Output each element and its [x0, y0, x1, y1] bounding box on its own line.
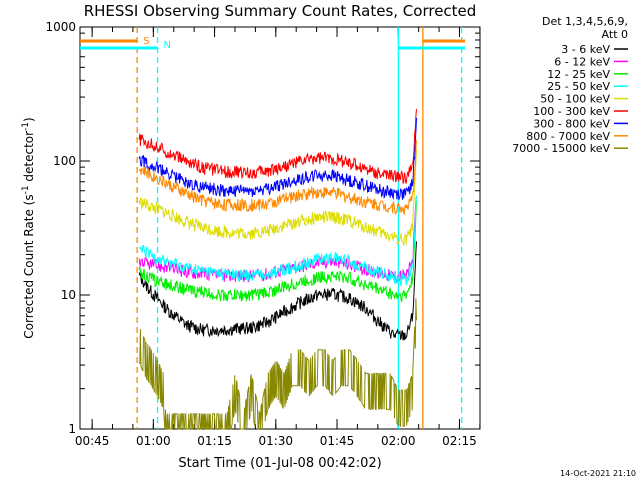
event-marker-label: N [164, 40, 171, 51]
y-tick-label: 1 [68, 422, 76, 436]
series-1 [138, 241, 417, 341]
legend-entry-label: 7000 - 15000 keV [512, 142, 610, 155]
legend-entry-label: 3 - 6 keV [561, 43, 610, 56]
series-6 [138, 108, 417, 185]
series-line [138, 117, 417, 201]
series-8 [138, 140, 417, 215]
legend-header-line2: Att 0 [602, 28, 628, 41]
series-9 [138, 298, 417, 430]
x-tick-label: 02:00 [381, 434, 416, 448]
y-tick-label: 1000 [45, 20, 76, 34]
y-axis-label: Corrected Count Rate (s-1 detector-1) [21, 117, 36, 338]
series-5 [138, 148, 417, 246]
legend-entry-label: 6 - 12 keV [554, 55, 610, 68]
legend-entry-label: 800 - 7000 keV [526, 130, 610, 143]
x-tick-label: 01:15 [197, 434, 232, 448]
series-line [138, 108, 417, 185]
legend-entry-label: 50 - 100 keV [540, 93, 610, 106]
series-7 [138, 117, 417, 201]
legend-entry-label: 300 - 800 keV [533, 117, 610, 130]
y-tick-label: 100 [53, 154, 76, 168]
series-line [138, 200, 417, 303]
x-tick-label: 00:45 [75, 434, 110, 448]
series-4 [139, 195, 417, 287]
legend-header-line1: Det 1,3,4,5,6,9, [542, 15, 628, 28]
legend-entry-label: 25 - 50 keV [547, 80, 610, 93]
plot-frame [79, 26, 481, 430]
series-line [139, 195, 417, 287]
x-axis-label: Start Time (01-Jul-08 00:42:02) [178, 456, 381, 471]
series-line [138, 140, 417, 215]
x-tick-label: 01:45 [320, 434, 355, 448]
event-marker-label: S [143, 36, 149, 47]
x-tick-label: 02:15 [442, 434, 477, 448]
series-line [138, 298, 417, 430]
y-tick-label: 10 [61, 288, 76, 302]
footer-timestamp: 14-Oct-2021 21:10 [560, 469, 636, 478]
legend-entry-label: 100 - 300 keV [533, 105, 610, 118]
series-3 [138, 200, 417, 303]
x-tick-label: 01:00 [136, 434, 171, 448]
x-tick-label: 01:30 [258, 434, 293, 448]
legend-entry-label: 12 - 25 keV [547, 68, 610, 81]
chart-title: RHESSI Observing Summary Count Rates, Co… [84, 2, 477, 20]
series-line [138, 241, 417, 341]
plot-area: 1 10 100 1000 00:45 01:00 01:15 01:30 01:45 02:00… [45, 20, 481, 448]
series-line [138, 148, 417, 246]
